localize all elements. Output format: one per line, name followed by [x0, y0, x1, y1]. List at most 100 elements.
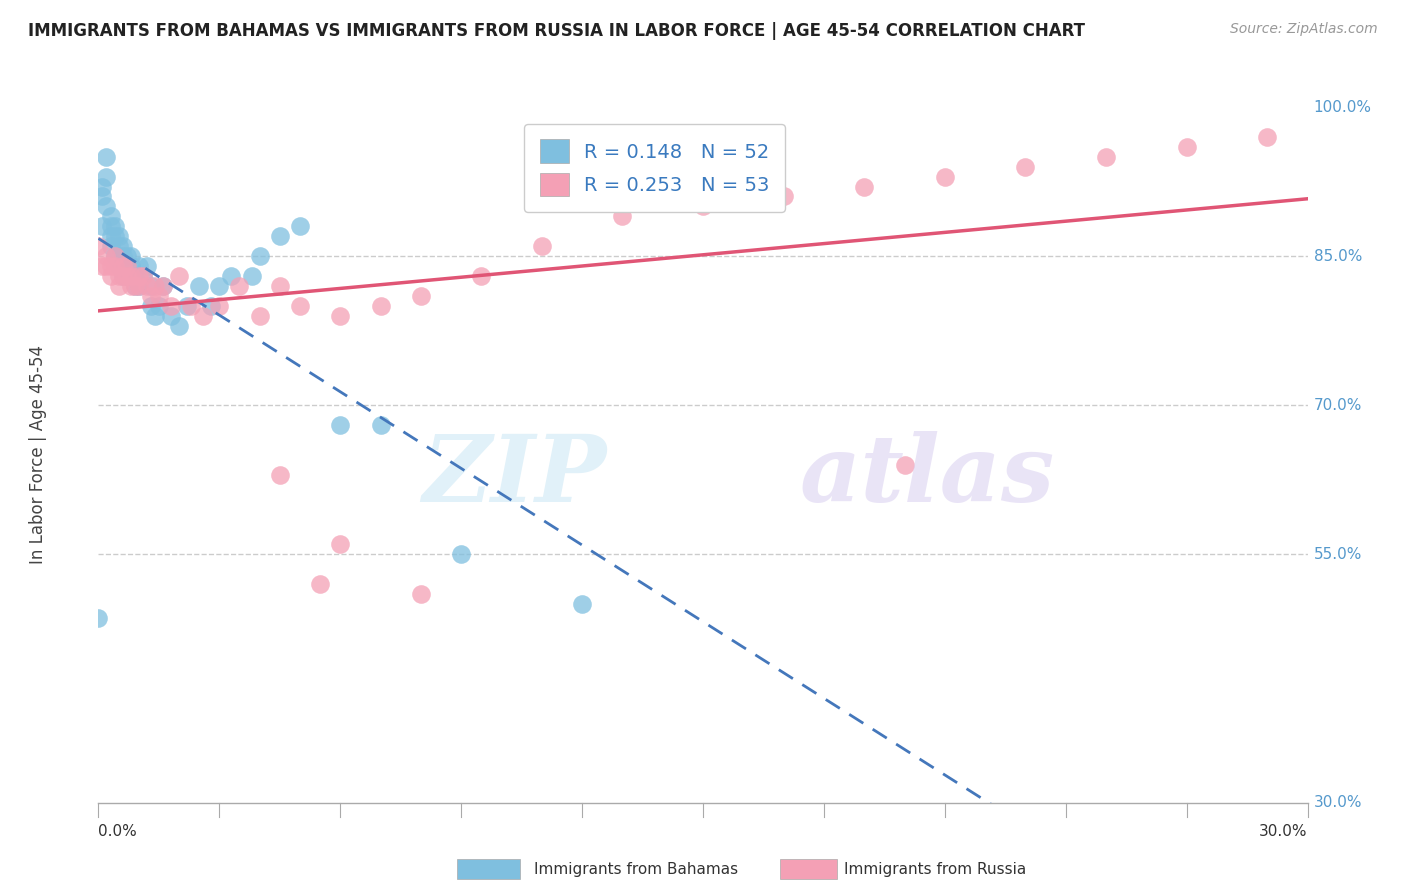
Point — [120, 249, 142, 263]
Point — [107, 259, 129, 273]
Point — [1175, 140, 1198, 154]
Point — [228, 279, 250, 293]
Point — [143, 279, 166, 293]
Point — [188, 279, 211, 293]
Text: Immigrants from Russia: Immigrants from Russia — [844, 863, 1026, 877]
Point — [103, 259, 125, 273]
Point — [530, 239, 553, 253]
Point — [152, 279, 174, 293]
Point — [853, 179, 876, 194]
Point — [115, 259, 138, 273]
Point — [135, 279, 157, 293]
Point — [329, 537, 352, 551]
Point — [107, 268, 129, 283]
Point — [111, 268, 134, 283]
FancyBboxPatch shape — [457, 859, 520, 879]
Point — [111, 268, 134, 283]
Point — [128, 279, 150, 293]
Point — [120, 279, 142, 293]
Point — [1014, 160, 1036, 174]
Point — [132, 268, 155, 283]
Point — [934, 169, 956, 184]
Point — [160, 309, 183, 323]
Point — [96, 169, 118, 184]
Point — [103, 229, 125, 244]
Point — [176, 299, 198, 313]
Point — [96, 249, 118, 263]
Point — [103, 219, 125, 234]
Point — [692, 199, 714, 213]
Point — [128, 259, 150, 273]
Point — [91, 219, 114, 234]
Point — [103, 249, 125, 263]
Point — [148, 289, 170, 303]
Point — [100, 268, 122, 283]
Point — [148, 299, 170, 313]
Point — [1256, 129, 1278, 144]
Point — [470, 268, 492, 283]
Point — [115, 259, 138, 273]
Point — [107, 239, 129, 253]
Point — [103, 249, 125, 263]
Point — [124, 268, 146, 283]
Text: 100.0%: 100.0% — [1313, 100, 1372, 114]
Point — [167, 318, 190, 333]
Point — [1095, 150, 1118, 164]
Point — [269, 229, 291, 244]
Point — [288, 299, 311, 313]
Point — [370, 299, 392, 313]
Point — [208, 299, 231, 313]
Point — [269, 279, 291, 293]
Point — [115, 268, 138, 283]
Point — [115, 249, 138, 263]
Point — [329, 418, 352, 433]
Text: 85.0%: 85.0% — [1313, 249, 1362, 264]
Point — [107, 229, 129, 244]
Point — [96, 150, 118, 164]
Point — [120, 259, 142, 273]
Point — [193, 309, 215, 323]
Point — [87, 611, 110, 625]
Text: 0.0%: 0.0% — [98, 823, 138, 838]
Point — [115, 268, 138, 283]
Point — [128, 279, 150, 293]
Point — [612, 210, 634, 224]
Text: Immigrants from Bahamas: Immigrants from Bahamas — [534, 863, 738, 877]
Point — [893, 458, 915, 472]
Point — [100, 229, 122, 244]
Point — [100, 210, 122, 224]
Point — [91, 179, 114, 194]
Point — [249, 249, 271, 263]
Point — [111, 259, 134, 273]
Point — [96, 259, 118, 273]
Point — [120, 268, 142, 283]
Point — [96, 199, 118, 213]
Point — [152, 279, 174, 293]
Point — [100, 219, 122, 234]
Point — [450, 547, 472, 561]
Point — [240, 268, 263, 283]
Point — [329, 309, 352, 323]
Point — [128, 268, 150, 283]
Point — [87, 239, 110, 253]
Point — [132, 268, 155, 283]
Point — [200, 299, 222, 313]
Point — [91, 259, 114, 273]
Point — [143, 309, 166, 323]
Point — [100, 259, 122, 273]
Text: 30.0%: 30.0% — [1313, 796, 1362, 810]
Point — [139, 279, 162, 293]
Text: ZIP: ZIP — [422, 431, 606, 521]
Point — [249, 309, 271, 323]
Text: 70.0%: 70.0% — [1313, 398, 1362, 413]
Text: atlas: atlas — [800, 431, 1054, 521]
Point — [370, 418, 392, 433]
Point — [107, 279, 129, 293]
Point — [571, 597, 593, 611]
Point — [124, 279, 146, 293]
Point — [772, 189, 794, 203]
Point — [409, 289, 432, 303]
Point — [139, 299, 162, 313]
Point — [167, 268, 190, 283]
Point — [160, 299, 183, 313]
